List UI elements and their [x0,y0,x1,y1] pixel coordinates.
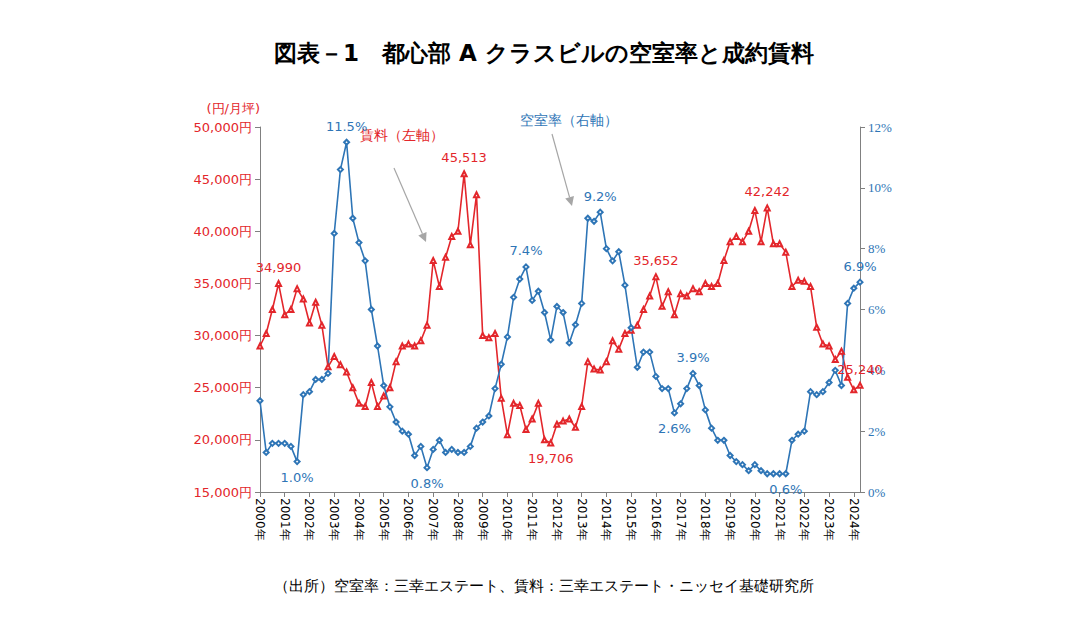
svg-text:2001年: 2001年 [278,498,292,541]
svg-text:25,240: 25,240 [837,362,883,377]
svg-text:（出所）空室率：三幸エステート、賃料：三幸エステート・ニッセ: （出所）空室率：三幸エステート、賃料：三幸エステート・ニッセイ基礎研究所 [274,577,814,595]
svg-text:空室率（右軸）: 空室率（右軸） [520,112,618,128]
svg-text:2003年: 2003年 [327,498,341,541]
svg-text:2017年: 2017年 [674,498,688,541]
svg-text:7.4%: 7.4% [509,243,542,258]
svg-text:2008年: 2008年 [451,498,465,541]
svg-text:2000年: 2000年 [253,498,267,541]
svg-text:19,706: 19,706 [528,451,574,466]
svg-text:2012年: 2012年 [550,498,564,541]
svg-text:45,000円: 45,000円 [194,172,253,187]
svg-text:2005年: 2005年 [377,498,391,541]
svg-text:8%: 8% [868,241,886,256]
svg-text:2007年: 2007年 [426,498,440,541]
svg-text:45,513: 45,513 [441,150,487,165]
svg-text:賃料（左軸）: 賃料（左軸） [360,127,444,143]
svg-text:34,990: 34,990 [256,260,302,275]
svg-text:2020年: 2020年 [748,498,762,541]
svg-text:12%: 12% [868,120,892,135]
svg-text:35,000円: 35,000円 [194,276,253,291]
svg-text:2014年: 2014年 [599,498,613,541]
svg-text:2011年: 2011年 [525,498,539,541]
svg-text:3.9%: 3.9% [676,350,709,365]
svg-text:20,000円: 20,000円 [194,432,253,447]
svg-text:6.9%: 6.9% [843,259,876,274]
svg-text:30,000円: 30,000円 [194,328,253,343]
svg-text:図表－1 都心部 A クラスビルの空室率と成約賃料: 図表－1 都心部 A クラスビルの空室率と成約賃料 [274,40,814,66]
svg-text:2022年: 2022年 [797,498,811,541]
svg-text:2023年: 2023年 [822,498,836,541]
svg-text:25,000円: 25,000円 [194,380,253,395]
svg-text:15,000円: 15,000円 [194,485,253,500]
svg-text:2002年: 2002年 [302,498,316,541]
svg-text:50,000円: 50,000円 [194,120,253,135]
svg-text:2%: 2% [868,424,886,439]
svg-text:42,242: 42,242 [744,184,790,199]
svg-text:0.8%: 0.8% [410,476,443,491]
svg-text:2006年: 2006年 [401,498,415,541]
svg-text:2018年: 2018年 [698,498,712,541]
svg-text:2021年: 2021年 [773,498,787,541]
svg-text:(円/月坪): (円/月坪) [206,101,260,116]
svg-text:2019年: 2019年 [723,498,737,541]
svg-text:2004年: 2004年 [352,498,366,541]
svg-text:40,000円: 40,000円 [194,224,253,239]
svg-text:9.2%: 9.2% [584,189,617,204]
svg-text:35,652: 35,652 [633,253,679,268]
svg-text:2.6%: 2.6% [658,421,691,436]
svg-text:2009年: 2009年 [476,498,490,541]
svg-text:10%: 10% [868,180,892,195]
svg-text:2024年: 2024年 [847,498,861,541]
svg-text:2016年: 2016年 [649,498,663,541]
svg-text:2015年: 2015年 [624,498,638,541]
svg-text:1.0%: 1.0% [281,470,314,485]
svg-text:0.6%: 0.6% [769,482,802,497]
svg-text:6%: 6% [868,302,886,317]
svg-text:2010年: 2010年 [500,498,514,541]
svg-text:0%: 0% [868,485,886,500]
svg-text:11.5%: 11.5% [326,119,367,134]
svg-text:2013年: 2013年 [575,498,589,541]
